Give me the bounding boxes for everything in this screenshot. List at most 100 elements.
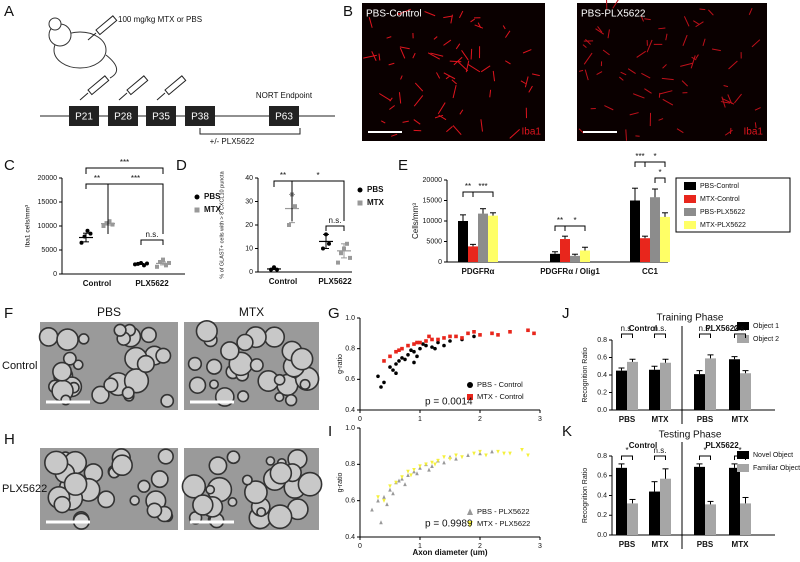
group-label: Control xyxy=(629,324,657,333)
injection-label: 100 mg/kg MTX or PBS xyxy=(118,15,202,24)
cell-process xyxy=(636,50,646,58)
axon xyxy=(267,504,293,530)
cell-process xyxy=(720,101,731,104)
cell-process xyxy=(641,72,651,79)
cell-process xyxy=(578,128,585,134)
axon xyxy=(299,378,311,391)
data-point xyxy=(397,348,401,352)
data-point xyxy=(412,349,416,354)
group-label: PLX5622 xyxy=(705,324,739,333)
data-point xyxy=(406,469,410,474)
data-point xyxy=(397,359,401,363)
legend-label: Object 1 xyxy=(753,323,779,330)
cell-process xyxy=(658,118,664,121)
legend-marker xyxy=(357,200,363,206)
data-point xyxy=(400,475,404,480)
data-point xyxy=(436,337,440,342)
significance-bracket xyxy=(634,161,646,167)
data-point xyxy=(424,343,428,348)
legend-swatch xyxy=(684,182,696,190)
y-tick-label: 15000 xyxy=(38,199,58,206)
y-tick-label: 1.0 xyxy=(345,315,355,322)
cell-process xyxy=(412,52,416,59)
y-tick-label: 20 xyxy=(245,222,253,229)
cell-process xyxy=(414,82,424,92)
data-point xyxy=(388,354,392,359)
cell-process xyxy=(434,114,444,119)
axon xyxy=(290,347,314,371)
axon xyxy=(206,358,223,375)
cell-process xyxy=(683,16,690,27)
legend-label: MTX-PLX5622 xyxy=(700,222,746,229)
cell-process xyxy=(504,60,511,65)
cell-process xyxy=(658,27,666,30)
data-point xyxy=(382,359,386,363)
y-tick-label: 10000 xyxy=(423,218,443,225)
y-tick-label: 0.8 xyxy=(345,346,355,353)
legend-marker xyxy=(194,207,200,213)
legend-swatch xyxy=(684,195,696,203)
legend-label: PBS - Control xyxy=(477,380,523,389)
significance-bracket xyxy=(472,191,494,197)
data-point xyxy=(442,343,446,348)
legend-frame xyxy=(675,177,791,233)
cell-process xyxy=(480,119,483,132)
cell-process xyxy=(754,122,757,129)
em-row-label: Control xyxy=(2,360,37,372)
panel-letter: D xyxy=(176,157,187,174)
cell-process xyxy=(502,25,506,30)
axon xyxy=(187,356,203,371)
legend-label: MTX - PLX5622 xyxy=(477,519,530,528)
bar xyxy=(729,359,740,410)
cell-process xyxy=(583,52,593,65)
significance-label: * xyxy=(316,171,319,180)
legend-label: MTX-Control xyxy=(700,196,740,203)
em-row-label: PLX5622 xyxy=(2,483,47,495)
data-point xyxy=(418,340,422,345)
cell-process xyxy=(522,49,532,54)
cell-process xyxy=(391,133,398,137)
data-point xyxy=(430,463,434,468)
p-value: p = 0.0014 xyxy=(425,397,473,408)
data-point xyxy=(496,449,500,454)
cell-process xyxy=(644,18,651,21)
data-point xyxy=(430,337,434,342)
cell-process xyxy=(388,62,395,66)
significance-bracket xyxy=(140,239,164,245)
axon xyxy=(241,474,253,486)
micrograph-title: PBS-Control xyxy=(366,9,422,20)
data-point xyxy=(472,334,476,339)
x-tick-label: 2 xyxy=(478,416,482,423)
cell-process xyxy=(402,120,409,123)
cell-process xyxy=(676,128,684,134)
data-point xyxy=(442,460,446,465)
micrograph xyxy=(362,3,545,141)
bar xyxy=(570,255,580,262)
cell-process xyxy=(612,0,619,9)
axon xyxy=(284,393,298,407)
axon xyxy=(297,471,323,497)
significance-bracket xyxy=(85,167,164,174)
axon xyxy=(150,470,169,489)
em-column-label: MTX xyxy=(239,305,264,319)
cell-process xyxy=(467,64,481,73)
axon xyxy=(205,484,216,495)
legend-label: Novel Object xyxy=(753,452,793,459)
bar xyxy=(468,246,478,262)
timepoint-box xyxy=(108,106,138,126)
cell-process xyxy=(492,70,496,82)
bar xyxy=(580,250,590,262)
cell-process xyxy=(604,105,614,111)
syringe xyxy=(164,75,187,96)
data-point xyxy=(496,333,500,337)
data-point xyxy=(436,340,440,345)
axon xyxy=(208,379,219,390)
cell-process xyxy=(397,8,412,15)
bar xyxy=(705,358,716,410)
group-label: Control xyxy=(629,441,657,450)
significance-bracket xyxy=(734,455,746,460)
data-point xyxy=(391,368,395,372)
axon xyxy=(72,359,84,371)
cell-process xyxy=(620,71,627,76)
data-point xyxy=(107,219,112,224)
